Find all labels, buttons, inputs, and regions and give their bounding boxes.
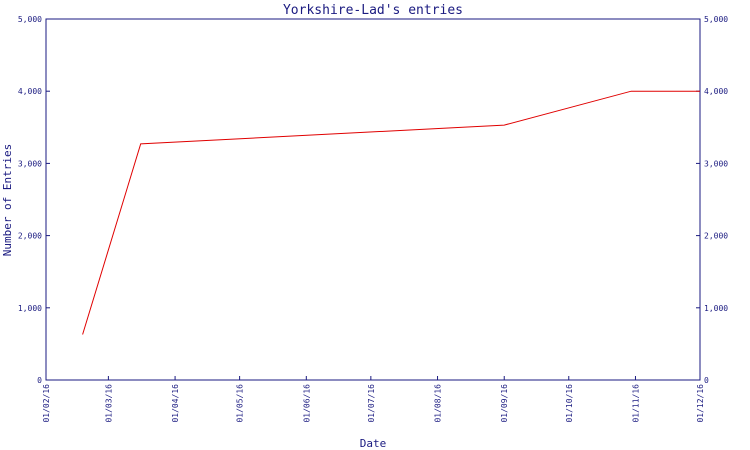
- plot-area-frame: [45, 18, 701, 381]
- y-tick-label-right: 1,000: [704, 304, 728, 313]
- x-tick-label: 01/07/16: [367, 384, 376, 423]
- x-axis: 01/02/16 01/03/16 01/04/16 01/05/16 01/06/16…: [42, 376, 705, 423]
- x-tick-label: 01/11/16: [631, 384, 640, 423]
- x-tick-label: 01/05/16: [236, 384, 245, 423]
- x-tick-label: 01/10/16: [565, 384, 574, 423]
- y-tick-label-left: 3,000: [18, 159, 42, 168]
- x-tick-label: 01/09/16: [500, 384, 509, 423]
- y-tick-label-right: 3,000: [704, 159, 728, 168]
- y-axis-left: 0 1,000 2,000 3,000 4,000 5,000: [18, 15, 50, 385]
- x-tick-label: 01/03/16: [104, 384, 113, 423]
- y-axis-right: 0 1,000 2,000 3,000 4,000 5,000: [696, 15, 728, 385]
- y-tick-label-right: 0: [704, 376, 709, 385]
- chart-title: Yorkshire-Lad's entries: [283, 3, 463, 18]
- series-layer: [82, 90, 700, 335]
- x-tick-label: 01/04/16: [171, 384, 180, 423]
- x-tick-label: 01/02/16: [42, 384, 51, 423]
- x-tick-label: 01/08/16: [434, 384, 443, 423]
- x-tick-label: 01/12/16: [696, 384, 705, 423]
- y-tick-label-left: 1,000: [18, 304, 42, 313]
- series-line: [82, 90, 700, 335]
- y-tick-label-right: 2,000: [704, 232, 728, 241]
- y-axis-label: Number of Entries: [1, 144, 14, 257]
- y-tick-label-left: 2,000: [18, 232, 42, 241]
- x-tick-label: 01/06/16: [302, 384, 311, 423]
- y-tick-label-right: 5,000: [704, 15, 728, 24]
- y-tick-label-right: 4,000: [704, 87, 728, 96]
- y-tick-label-left: 0: [37, 376, 42, 385]
- y-tick-label-left: 4,000: [18, 87, 42, 96]
- x-axis-label: Date: [360, 437, 387, 450]
- y-tick-label-left: 5,000: [18, 15, 42, 24]
